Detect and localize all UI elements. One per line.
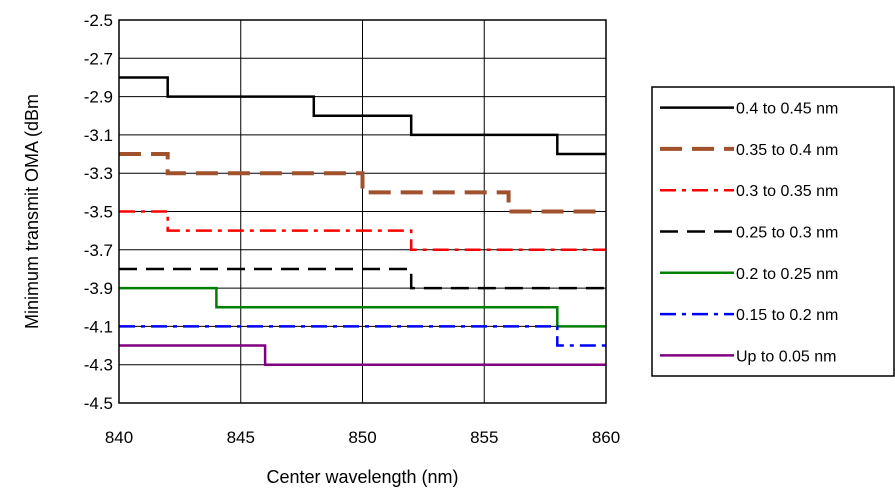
legend-label: 0.25 to 0.3 nm [736, 225, 838, 242]
y-tick-label: -3.1 [84, 126, 113, 145]
series-line [119, 210, 606, 252]
legend-label: 0.2 to 0.25 nm [736, 266, 838, 283]
legend-label: 0.3 to 0.35 nm [736, 183, 838, 200]
legend-label: 0.35 to 0.4 nm [736, 142, 838, 159]
x-axis-title: Center wavelength (nm) [266, 467, 458, 487]
series-line [119, 76, 606, 156]
legend: 0.4 to 0.45 nm 0.35 to 0.4 nm 0.3 to 0.35 … [651, 86, 895, 377]
y-tick-label: -3.7 [84, 241, 113, 260]
x-tick-label: 850 [348, 428, 376, 447]
x-tick-label: 855 [470, 428, 498, 447]
y-axis-title: Minimum transmit OMA (dBm [22, 94, 42, 329]
plot-area-border [118, 19, 607, 404]
series-line [119, 325, 606, 347]
y-tick-label: -3.5 [84, 203, 113, 222]
axis-tick-labels: -2.5 -2.7 -2.9 -3.1 -3.3 -3.5 -3.7 -3.9 -4.1 -4.3… [84, 11, 620, 447]
y-tick-label: -2.5 [84, 11, 113, 30]
y-tick-label: -2.7 [84, 49, 113, 68]
x-tick-label: 845 [227, 428, 255, 447]
legend-label: Up to 0.05 nm [736, 348, 837, 365]
y-tick-label: -4.1 [84, 317, 113, 336]
y-tick-label: -4.5 [84, 394, 113, 413]
series-line [119, 286, 606, 328]
y-tick-label: -3.9 [84, 279, 113, 298]
legend-label: 0.4 to 0.45 nm [736, 101, 838, 118]
y-tick-label: -4.3 [84, 356, 113, 375]
series-line [119, 152, 606, 214]
series-line [119, 267, 606, 290]
series-lines [119, 76, 606, 366]
y-tick-label: -3.3 [84, 164, 113, 183]
x-tick-label: 860 [592, 428, 620, 447]
y-tick-label: -2.9 [84, 88, 113, 107]
x-tick-label: 840 [105, 428, 133, 447]
series-line [119, 344, 606, 366]
legend-label: 0.15 to 0.2 nm [736, 307, 838, 324]
